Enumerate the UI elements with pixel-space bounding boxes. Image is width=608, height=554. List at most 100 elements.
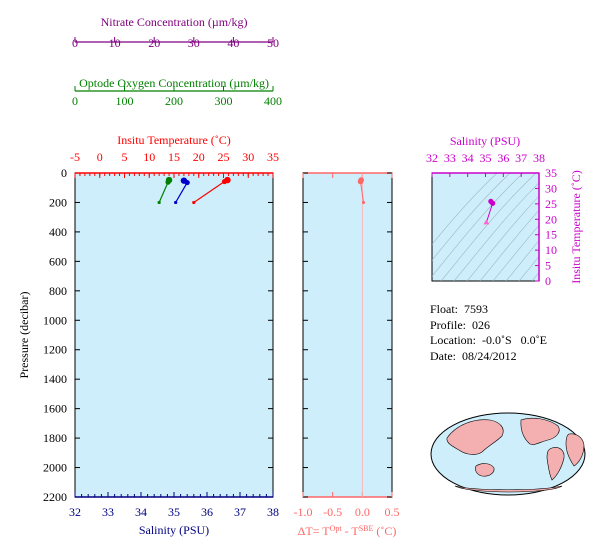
float-info: Float: 7593 Profile: 026 Location: -0.0˚… (430, 302, 547, 364)
ts-salinity-tick-label: 33 (444, 151, 456, 165)
pressure-tick-label: 600 (49, 254, 67, 268)
delta-label-sup: SBE (359, 524, 374, 533)
oxygen-tick-label: 400 (264, 94, 282, 108)
float-id: Float: 7593 (430, 302, 489, 316)
salinity-tick-label: 33 (102, 505, 114, 519)
delta-t-plot: -1.0 -0.5 0.0 0.5 ΔT= TOpt - TSBE (˚C) (294, 172, 400, 539)
oxygen-tick-label: 0 (72, 94, 78, 108)
delta-label-sup: Opt (330, 524, 343, 533)
salinity-tick-label: 37 (234, 505, 246, 519)
nitrate-tick-label: 30 (188, 36, 200, 50)
salinity-tick-label: 35 (168, 505, 180, 519)
pressure-tick-label: 1400 (43, 372, 67, 386)
ts-salinity-tick-label: 37 (515, 151, 527, 165)
pressure-tick-label: 800 (49, 284, 67, 298)
oxygen-axis-label: Optode Oxygen Concentration (µm/kg) (79, 76, 269, 90)
nitrate-tick-label: 50 (267, 36, 279, 50)
delta-t-plot-area (302, 172, 393, 498)
oxygen-data-point (157, 200, 161, 205)
ts-salinity-tick-label: 32 (426, 151, 438, 165)
density-contour (453, 182, 539, 281)
profile-plot-area (74, 172, 274, 498)
ts-temperature-tick-label: 35 (545, 166, 557, 180)
salinity-tick-label: 32 (69, 505, 81, 519)
ts-temperature-tick-label: 30 (545, 181, 557, 195)
density-contour (466, 195, 539, 281)
ts-temperature-axis-label: Insitu Temperature (˚C) (569, 170, 583, 284)
map-land (446, 417, 585, 493)
salinity-data-point (184, 179, 190, 186)
oxygen-tick-label: 200 (165, 94, 183, 108)
nitrate-tick-label: 0 (72, 36, 78, 50)
temperature-tick-label: 15 (168, 150, 180, 164)
delta-tick-label: -0.5 (323, 505, 342, 519)
salinity-axis-label: Salinity (PSU) (139, 523, 209, 537)
pressure-tick-label: 400 (49, 225, 67, 239)
ts-salinity-tick-label: 38 (533, 151, 545, 165)
density-contour (432, 173, 498, 245)
oxygen-tick-label: 100 (116, 94, 134, 108)
ts-temperature-tick-label: 5 (545, 259, 551, 273)
land-south-america (546, 447, 565, 481)
profile-id: Profile: 026 (430, 317, 490, 332)
delta-label-part: ΔT= T (298, 524, 331, 538)
delta-label-part: (˚C) (373, 524, 396, 538)
pressure-tick-label: 2200 (43, 490, 67, 504)
pressure-tick-label: 0 (61, 166, 67, 180)
pressure-axis-label: Pressure (decibar) (17, 292, 31, 379)
pressure-tick-label: 2000 (43, 461, 67, 475)
ts-temperature-tick-label: 15 (545, 228, 557, 242)
temperature-tick-label: 0 (97, 150, 103, 164)
pressure-tick-label: 1200 (43, 343, 67, 357)
delta-t-data-point (357, 178, 364, 185)
density-contour (558, 173, 608, 281)
land-africa (565, 433, 585, 467)
salinity-data-point (174, 200, 178, 205)
ts-temperature-tick-label: 20 (545, 212, 557, 226)
density-contour (432, 173, 511, 261)
density-contour (440, 173, 537, 281)
pressure-tick-label: 1800 (43, 431, 67, 445)
temperature-data-point (221, 178, 228, 185)
temperature-tick-label: 25 (218, 150, 230, 164)
profile-plot: 0200400600800100012001400160018002000220… (17, 15, 282, 537)
temperature-axis-label: Insitu Temperature (˚C) (117, 133, 231, 147)
delta-t-data-point (362, 200, 366, 204)
salinity-tick-label: 38 (267, 505, 279, 519)
temperature-tick-label: 10 (143, 150, 155, 164)
land-north-america (520, 417, 560, 445)
temperature-tick-label: 5 (122, 150, 128, 164)
ts-salinity-tick-label: 34 (462, 151, 474, 165)
ts-data-point (490, 200, 496, 206)
ts-temperature-tick-label: 10 (545, 243, 557, 257)
pressure-tick-label: 200 (49, 195, 67, 209)
density-contour (518, 256, 539, 281)
world-map (430, 412, 586, 496)
temperature-tick-label: 35 (267, 150, 279, 164)
temperature-tick-label: -5 (70, 150, 80, 164)
temperature-tick-label: 30 (242, 150, 254, 164)
ts-salinity-axis-label: Salinity (PSU) (450, 134, 520, 148)
ts-temperature-tick-label: 0 (545, 274, 551, 288)
land-australia (475, 463, 495, 477)
delta-t-axis-label: ΔT= TOpt - TSBE (˚C) (298, 524, 397, 539)
oxygen-data-point (165, 179, 171, 185)
salinity-tick-label: 36 (201, 505, 213, 519)
delta-label-part: - T (342, 524, 360, 538)
pressure-tick-label: 1000 (43, 313, 67, 327)
ts-temperature-tick-label: 25 (545, 197, 557, 211)
salinity-tick-label: 34 (135, 505, 147, 519)
density-contour (492, 224, 539, 281)
density-contour (432, 173, 524, 277)
nitrate-tick-label: 10 (109, 36, 121, 50)
temperature-data-point (192, 200, 196, 205)
land-asia (446, 419, 504, 455)
density-contour (505, 240, 539, 281)
delta-tick-label: 0.0 (355, 505, 370, 519)
nitrate-tick-label: 20 (148, 36, 160, 50)
delta-tick-label: 0.5 (385, 505, 400, 519)
date: Date: 08/24/2012 (430, 348, 517, 363)
nitrate-tick-label: 40 (227, 36, 239, 50)
